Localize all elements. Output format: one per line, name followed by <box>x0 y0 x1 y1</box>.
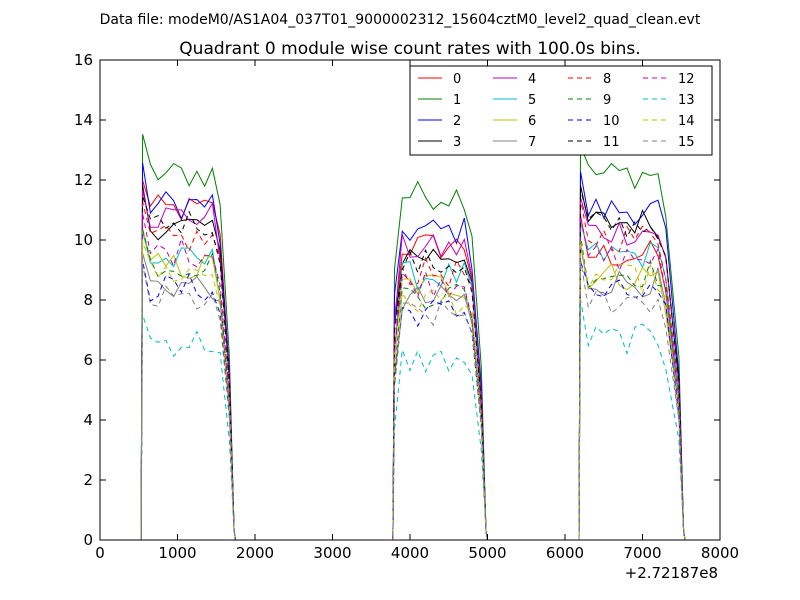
series-line-7 <box>100 245 689 541</box>
series-line-2 <box>100 162 689 541</box>
series-line-14 <box>100 240 689 541</box>
legend-label-6: 6 <box>528 114 536 129</box>
y-tick-label: 6 <box>83 351 93 369</box>
series-line-1 <box>100 134 689 541</box>
chart-title: Quadrant 0 module wise count rates with … <box>179 39 640 59</box>
x-tick-label: 8000 <box>701 544 739 562</box>
figure-suptitle: Data file: modeM0/AS1A04_037T01_90000023… <box>100 12 701 28</box>
x-tick-label: 2000 <box>236 544 274 562</box>
legend-label-12: 12 <box>678 72 695 87</box>
y-tick-label: 2 <box>83 471 93 489</box>
legend-label-0: 0 <box>453 72 461 87</box>
legend-label-10: 10 <box>603 114 620 129</box>
legend-label-1: 1 <box>453 93 461 108</box>
y-tick-label: 14 <box>74 111 93 129</box>
x-tick-label: 6000 <box>546 544 584 562</box>
x-tick-label: 0 <box>95 544 105 562</box>
x-tick-label: 7000 <box>623 544 661 562</box>
plot-lines <box>100 134 689 541</box>
series-line-8 <box>100 198 689 541</box>
legend-label-8: 8 <box>603 72 611 87</box>
axis-ticks: 0 1000 2000 3000 4000 5000 6000 7000 80000246810… <box>74 51 739 562</box>
legend-label-14: 14 <box>678 114 695 129</box>
series-line-11 <box>100 188 689 541</box>
legend-label-5: 5 <box>528 93 536 108</box>
series-line-3 <box>100 185 689 541</box>
series-line-12 <box>100 213 689 541</box>
y-tick-label: 4 <box>83 411 93 429</box>
series-line-10 <box>100 260 689 541</box>
legend-label-9: 9 <box>603 93 611 108</box>
x-tick-label: 4000 <box>391 544 429 562</box>
y-tick-label: 10 <box>74 231 93 249</box>
legend-label-3: 3 <box>453 135 461 150</box>
y-tick-label: 0 <box>83 531 93 549</box>
y-tick-label: 8 <box>83 291 93 309</box>
legend-label-2: 2 <box>453 114 461 129</box>
series-line-13 <box>100 299 689 541</box>
series-line-4 <box>100 189 689 541</box>
y-tick-label: 12 <box>74 171 93 189</box>
legend-label-15: 15 <box>678 135 695 150</box>
x-tick-label: 1000 <box>158 544 196 562</box>
legend-label-4: 4 <box>528 72 536 87</box>
legend-label-13: 13 <box>678 93 695 108</box>
series-line-5 <box>100 222 689 541</box>
x-offset-label: +2.72187e8 <box>625 564 718 582</box>
legend-frame <box>409 65 713 156</box>
legend-label-7: 7 <box>528 135 536 150</box>
y-tick-label: 16 <box>74 51 93 69</box>
legend-label-11: 11 <box>603 135 620 150</box>
x-tick-label: 5000 <box>468 544 506 562</box>
series-line-15 <box>100 259 689 541</box>
series-line-9 <box>100 229 689 541</box>
x-tick-label: 3000 <box>313 544 351 562</box>
